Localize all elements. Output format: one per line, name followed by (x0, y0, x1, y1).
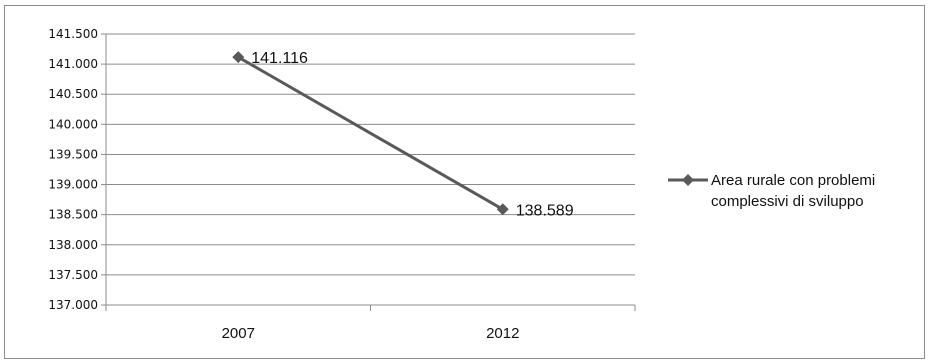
gridlines (106, 33, 635, 306)
x-tick-label: 2012 (486, 325, 519, 342)
legend-label: Area rurale con problemi (711, 172, 875, 189)
x-tick-label: 2007 (222, 325, 255, 342)
y-tick-label: 140.500 (48, 87, 98, 101)
y-tick-label: 139.000 (48, 178, 98, 192)
legend-marker (682, 174, 694, 186)
x-axis: 2007 2012 (105, 304, 636, 342)
y-tick-label: 137.000 (48, 298, 98, 312)
legend-label: complessivi di sviluppo (711, 193, 864, 210)
y-tick-label: 141.000 (48, 57, 98, 71)
y-tick-label: 138.500 (48, 208, 98, 222)
series-layer: 141.116 138.589 (232, 50, 574, 219)
data-point-marker (496, 203, 509, 216)
y-tick-label: 138.000 (48, 238, 98, 252)
y-tick-label: 137.500 (48, 268, 98, 282)
y-tick-label: 139.500 (48, 147, 98, 161)
y-tick-label: 141.500 (48, 27, 98, 41)
data-label: 138.589 (516, 202, 574, 219)
data-point-marker (232, 51, 245, 64)
series-line (237, 55, 504, 211)
legend: Area rurale con problemi complessivi di s… (668, 172, 875, 210)
y-axis: 137.000 137.500 138.000 138.500 139.000 139.5… (48, 27, 107, 312)
data-label: 141.116 (251, 50, 308, 67)
y-tick-label: 140.000 (48, 117, 98, 131)
